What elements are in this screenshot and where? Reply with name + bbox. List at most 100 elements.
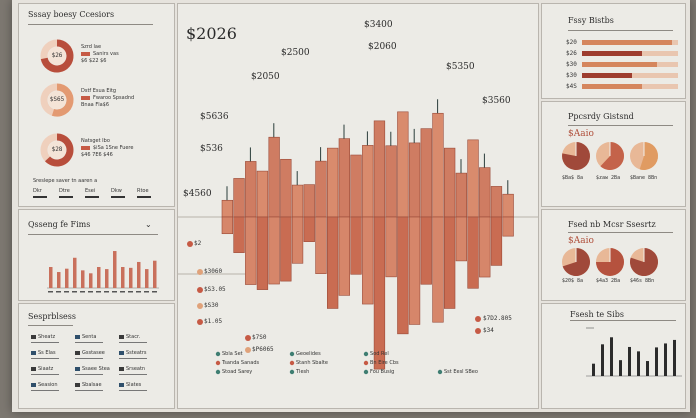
main-bar-upper [221, 199, 233, 218]
mini-bar-chart [47, 251, 159, 293]
tick-mark [152, 291, 157, 293]
dropdown-chevron-icon[interactable]: ⌄ [145, 220, 152, 229]
key-item-label: Siaatz [38, 366, 54, 372]
mini-bar-panel: Qsseng fe Fims ⌄ [18, 209, 175, 301]
row-swatch [75, 367, 80, 371]
mini-bar [137, 261, 141, 288]
mini-bar [73, 257, 77, 288]
key-items-panel: Sesprblsess Sheatz Senta Stacr. Ss Elas Gsst… [18, 303, 175, 409]
dark-bar [619, 360, 622, 376]
panel-footer: Sreslepe saver tn aaren a [33, 178, 98, 184]
legend-dot [215, 369, 221, 375]
value-marker-dot [245, 335, 251, 341]
row-swatch [31, 335, 36, 339]
pie-group-panel: Ppcsrdy Gistsnd $Aaio $Ba$ 8a $zaw 2Ba $Ba… [541, 101, 686, 207]
pie-group-value: $Aaio [568, 129, 594, 139]
dark-bar-panel: Fsesh te Sibs [541, 303, 686, 409]
key-item-label: Ssteatrs [126, 350, 147, 356]
main-headline-value: $2026 [186, 24, 237, 43]
hbar-fill [582, 62, 657, 67]
donut-hole [48, 141, 66, 159]
donut-arc [51, 83, 74, 117]
tick-mark [120, 291, 125, 293]
value-marker-label: $3060 [204, 268, 223, 275]
footer-column-mark [59, 196, 73, 198]
value-marker-label: $S30 [204, 302, 219, 309]
main-bar-upper [268, 136, 280, 218]
legend-label: Geoelides [296, 351, 321, 357]
title-rule [568, 30, 673, 31]
pie-charts [562, 142, 658, 170]
value-marker-dot [197, 269, 203, 275]
main-bar-upper [362, 145, 374, 218]
key-item-underline [75, 358, 103, 359]
pie-label: $zaw 2Ba [596, 175, 621, 181]
panel-title: Fssy Bistbs [568, 16, 614, 25]
value-marker-dot [197, 287, 203, 293]
main-bar-upper [479, 167, 491, 218]
key-item-label: Seasion [38, 382, 58, 388]
legend-dot [363, 351, 369, 357]
main-bar-lower [432, 216, 444, 323]
value-marker-label: $2 [194, 240, 202, 247]
donut-legend-text: $46 7E6 $46 [81, 152, 113, 158]
tick-mark [56, 291, 61, 293]
main-bar-lower [268, 216, 280, 285]
mini-bar [153, 260, 157, 288]
pie-label: $Bane 8Bn [630, 175, 658, 181]
pie-slice [600, 142, 624, 170]
donut-value: $28 [51, 146, 63, 153]
dark-bar [664, 343, 667, 376]
mini-bar [121, 267, 125, 288]
donut-legend-text: Fwaroo Spsadnd [93, 95, 135, 101]
main-bar-upper [385, 145, 397, 218]
horizontal-bars-panel: Fssy Bistbs $20 $26 $30 $30 $4S [541, 3, 686, 99]
main-bar-lower [291, 216, 304, 264]
mini-bar [97, 267, 101, 288]
main-bar-upper [502, 193, 514, 218]
key-item-underline [31, 374, 59, 375]
main-bar-upper [256, 170, 269, 218]
legend-label: Sbla Set [222, 351, 243, 357]
bar-value-label: $536 [200, 144, 223, 154]
row-swatch [31, 351, 36, 355]
footer-column-mark [111, 196, 125, 198]
dark-bar [610, 337, 613, 376]
main-bar-lower [455, 216, 467, 262]
legend-label: Tsanda Sanads [222, 360, 260, 366]
row-swatch [119, 383, 124, 387]
value-marker-dot [187, 241, 193, 247]
pie-label: $Ba$ 8a [562, 175, 584, 181]
mini-bar [57, 272, 61, 288]
value-marker-label: $S3.05 [204, 286, 226, 293]
hbar-label: $30 [566, 72, 577, 79]
footer-column-label: Esei [85, 188, 96, 194]
key-item-label: Sheatz [38, 334, 56, 340]
mini-bar [81, 270, 85, 288]
pie-group-panel-2: Fsed nb Mcsr Ssesrtz $Aaio $20$ 8a $4a3 2… [541, 209, 686, 301]
mini-bar [145, 269, 149, 288]
main-bar-lower [221, 216, 233, 235]
key-item-underline [75, 342, 103, 343]
value-marker-label: $34 [483, 327, 494, 334]
mini-bar [113, 251, 117, 288]
panel-title: Sssay boesy Ccesiors [28, 10, 115, 19]
key-item-underline [31, 342, 59, 343]
legend-dot [215, 360, 221, 366]
tick-mark [144, 291, 149, 293]
dashboard-board: Sssay boesy Ccesiors $26 Szrd lae Sanirs v… [12, 0, 690, 412]
mini-bar [49, 267, 53, 288]
bar-value-label: $4560 [183, 189, 212, 199]
value-marker-dot [197, 319, 203, 325]
legend-dot [289, 360, 295, 366]
bar-value-label: $5350 [446, 62, 475, 72]
tick-mark [112, 291, 117, 293]
main-bar-lower [315, 216, 327, 274]
bar-value-label: $5636 [200, 112, 229, 122]
main-bar-upper [408, 142, 421, 218]
key-item-label: Senta [82, 334, 97, 340]
value-marker-label: $1.05 [204, 318, 223, 325]
dark-bar [628, 346, 631, 376]
donut-legend-text: $iSa 1Sne Fuere [93, 145, 134, 151]
main-bar-upper [443, 147, 456, 218]
